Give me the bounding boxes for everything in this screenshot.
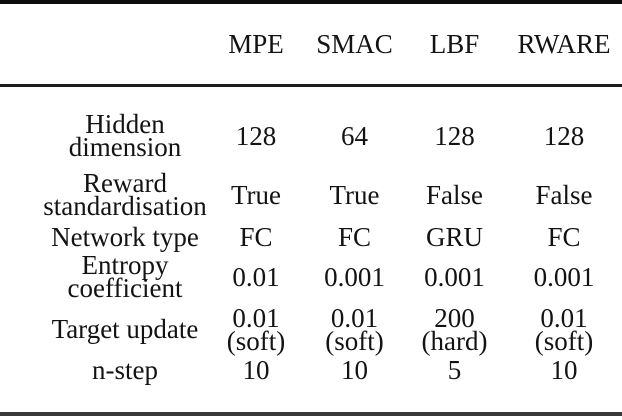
table-header-row: MPE SMAC LBF RWARE xyxy=(0,4,622,84)
cell-smac: 64 xyxy=(341,120,368,151)
cell-rware: False xyxy=(535,179,593,210)
table-body: Hidden dimension 128 64 128 128 Reward standa… xyxy=(0,106,622,385)
column-header-mpe: MPE xyxy=(228,28,284,59)
cell-rware: 128 xyxy=(543,120,585,151)
cell-lbf: False xyxy=(426,179,483,210)
column-header-smac: SMAC xyxy=(316,28,393,59)
row-label: n-step xyxy=(92,354,158,385)
cell-lbf: GRU xyxy=(425,221,483,252)
cell-mpe: 128 xyxy=(235,120,277,151)
column-header-rware: RWARE xyxy=(517,28,611,59)
cell-mpe: 10 xyxy=(242,354,270,385)
column-header-lbf: LBF xyxy=(429,28,480,59)
table-top-rule xyxy=(0,0,622,4)
cell-lbf: 128 xyxy=(434,120,475,151)
cell-smac: 0.01 (soft) xyxy=(325,302,384,356)
row-label: Hidden dimension xyxy=(68,109,182,162)
cell-smac: FC xyxy=(337,221,372,252)
cell-rware: FC xyxy=(547,221,581,252)
cell-lbf: 200 (hard) xyxy=(421,302,488,356)
row-label: Reward standardisation xyxy=(43,168,207,221)
cell-mpe: FC xyxy=(239,221,273,252)
cell-rware: 0.001 xyxy=(533,261,595,292)
cell-rware: 10 xyxy=(550,354,578,385)
row-label: Network type xyxy=(51,221,199,252)
cell-lbf: 0.001 xyxy=(424,261,485,292)
table-header-rule xyxy=(0,84,622,87)
cell-smac: True xyxy=(329,179,380,210)
row-label: Target update xyxy=(51,314,199,344)
cell-mpe: 0.01 (soft) xyxy=(226,302,286,356)
row-label: Entropy coefficient xyxy=(67,250,183,303)
table-bottom-rule xyxy=(0,412,622,416)
header-empty-cell xyxy=(0,4,206,84)
cell-mpe: True xyxy=(230,179,282,210)
cell-mpe: 0.01 xyxy=(232,261,280,292)
cell-lbf: 5 xyxy=(447,354,462,385)
cell-rware: 0.01 (soft) xyxy=(534,302,594,356)
cell-smac: 0.001 xyxy=(324,261,385,292)
cell-smac: 10 xyxy=(341,354,368,385)
